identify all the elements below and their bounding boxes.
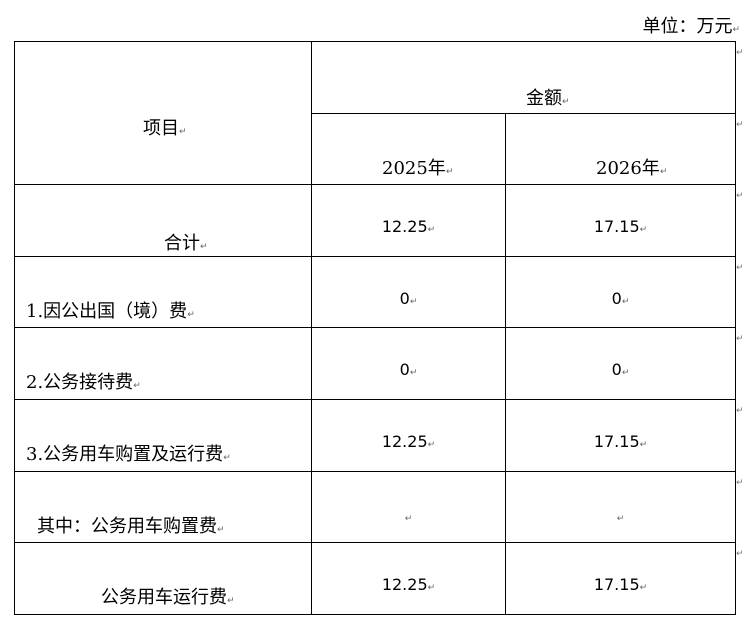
row-2026-cell: 17.15↵ (505, 542, 736, 615)
row-2025-cell: 0↵ (311, 256, 506, 328)
row-label: 公务用车运行费↵ (101, 587, 235, 608)
row-label: 其中：公务用车购置费↵ (37, 516, 225, 537)
row-end-mark: ↵ (736, 549, 744, 559)
row-label-cell: 公务用车运行费↵ (14, 542, 312, 615)
row-2025-value: 12.25↵ (381, 432, 436, 451)
header-amount-cell: 金额↵ (311, 41, 736, 114)
row-2025-value: 0↵ (399, 289, 418, 308)
unit-label: 单位：万元↵ (642, 16, 740, 37)
row-end-mark: ↵ (736, 191, 744, 201)
row-label: 2.公务接待费↵ (26, 372, 141, 393)
row-label-cell: 其中：公务用车购置费↵ (14, 471, 312, 543)
row-end-mark: ↵ (736, 478, 744, 488)
row-label: 1.因公出国（境）费↵ (26, 301, 195, 322)
row-2026-cell: 0↵ (505, 256, 736, 328)
row-2025-cell: 12.25↵ (311, 542, 506, 615)
row-2026-cell: 17.15↵ (505, 399, 736, 472)
row-2026-cell: 17.15↵ (505, 184, 736, 257)
row-2025-value: 12.25↵ (381, 217, 436, 236)
row-2026-cell: 0↵ (505, 327, 736, 400)
header-2025-cell: 2025年↵ (311, 113, 506, 185)
header-item-cell: 项目↵ (14, 41, 312, 185)
row-2026-value: 17.15↵ (593, 575, 648, 594)
row-2026-value: 17.15↵ (593, 432, 648, 451)
row-2025-cell: 12.25↵ (311, 399, 506, 472)
row-label: 合计↵ (164, 233, 208, 254)
header-amount: 金额↵ (526, 88, 570, 109)
row-label-cell: 2.公务接待费↵ (14, 327, 312, 400)
row-label-cell: 3.公务用车购置及运行费↵ (14, 399, 312, 472)
row-label: 3.公务用车购置及运行费↵ (26, 444, 231, 465)
row-2026-value: 17.15↵ (593, 217, 648, 236)
row-label-cell: 1.因公出国（境）费↵ (14, 256, 312, 328)
header-item: 项目↵ (143, 118, 187, 139)
header-2025: 2025年↵ (382, 158, 454, 179)
row-2025-cell: 12.25↵ (311, 184, 506, 257)
row-2025-value: 0↵ (399, 360, 418, 379)
row-end-mark: ↵ (736, 263, 744, 273)
row-label-cell: 合计↵ (14, 184, 312, 257)
row-2026-value: 0↵ (611, 360, 630, 379)
row-2025-cell: 0↵ (311, 327, 506, 400)
header-2026: 2026年↵ (596, 158, 668, 179)
row-2026-cell: ↵ (505, 471, 736, 543)
row-end-mark: ↵ (736, 406, 744, 416)
row-2025-cell: ↵ (311, 471, 506, 543)
header-2026-cell: 2026年↵ (505, 113, 736, 185)
row-end-mark: ↵ (736, 334, 744, 344)
row-2026-value: 0↵ (611, 289, 630, 308)
row-2025-value: 12.25↵ (381, 575, 436, 594)
row-2025-value: ↵ (404, 514, 413, 524)
row-2026-value: ↵ (616, 514, 625, 524)
